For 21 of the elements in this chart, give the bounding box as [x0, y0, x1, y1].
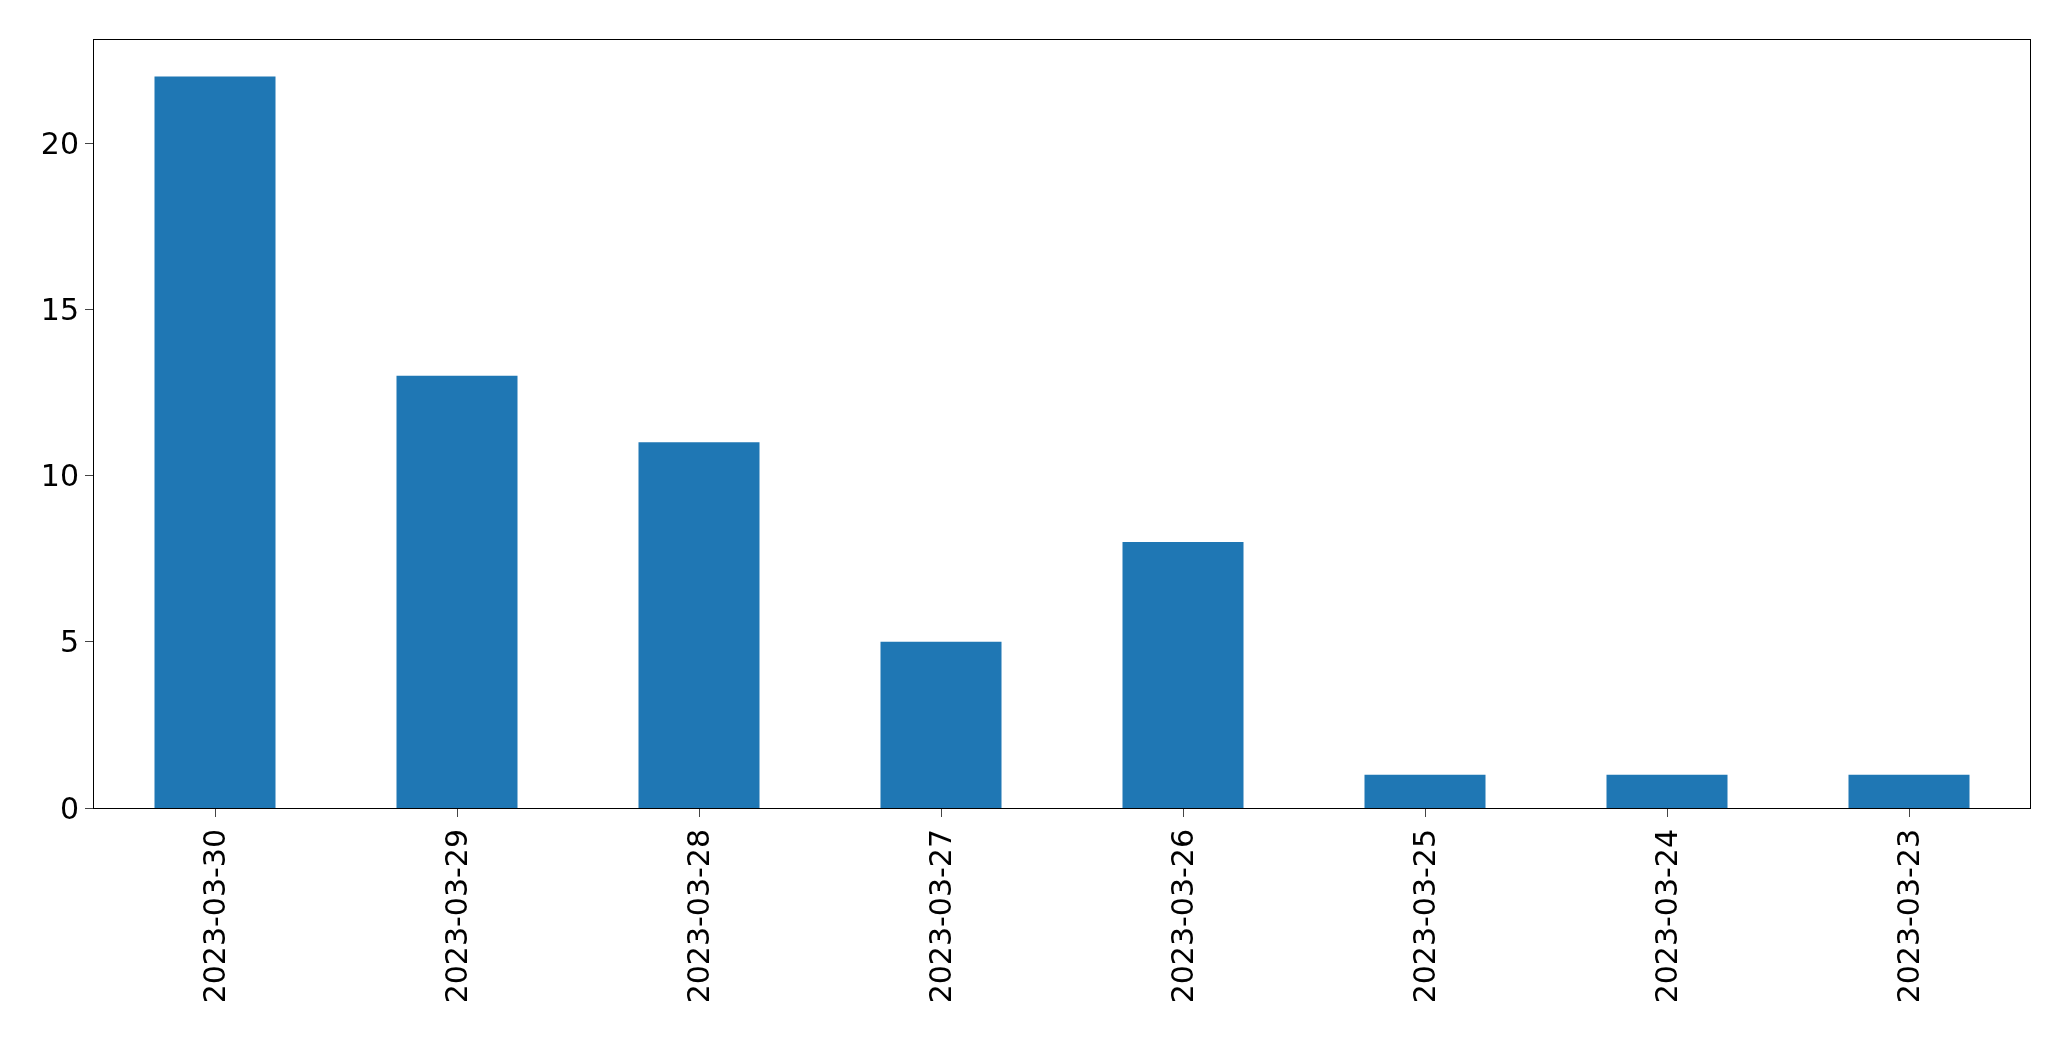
x-tick-label: 2023-03-24 [1648, 829, 1684, 1004]
y-tick-label: 20 [40, 125, 79, 161]
bar [1606, 774, 1728, 808]
x-tick-label: 2023-03-27 [922, 829, 958, 1004]
x-tick-label: 2023-03-29 [438, 829, 474, 1004]
bar [396, 375, 518, 808]
bar [638, 442, 760, 808]
bar [880, 641, 1002, 808]
x-tick-label: 2023-03-25 [1406, 829, 1442, 1004]
y-tick-label: 0 [59, 790, 79, 826]
bar [154, 76, 276, 808]
bar [1122, 542, 1244, 808]
bar [1364, 774, 1486, 808]
x-tick-label: 2023-03-23 [1890, 829, 1926, 1004]
x-tick-label: 2023-03-26 [1164, 829, 1200, 1004]
y-tick-label: 15 [40, 291, 79, 327]
y-tick-label: 5 [59, 624, 79, 660]
bar [1848, 774, 1970, 808]
x-tick-label: 2023-03-28 [680, 829, 716, 1004]
x-tick-label: 2023-03-30 [196, 829, 232, 1004]
y-tick-label: 10 [40, 458, 79, 494]
